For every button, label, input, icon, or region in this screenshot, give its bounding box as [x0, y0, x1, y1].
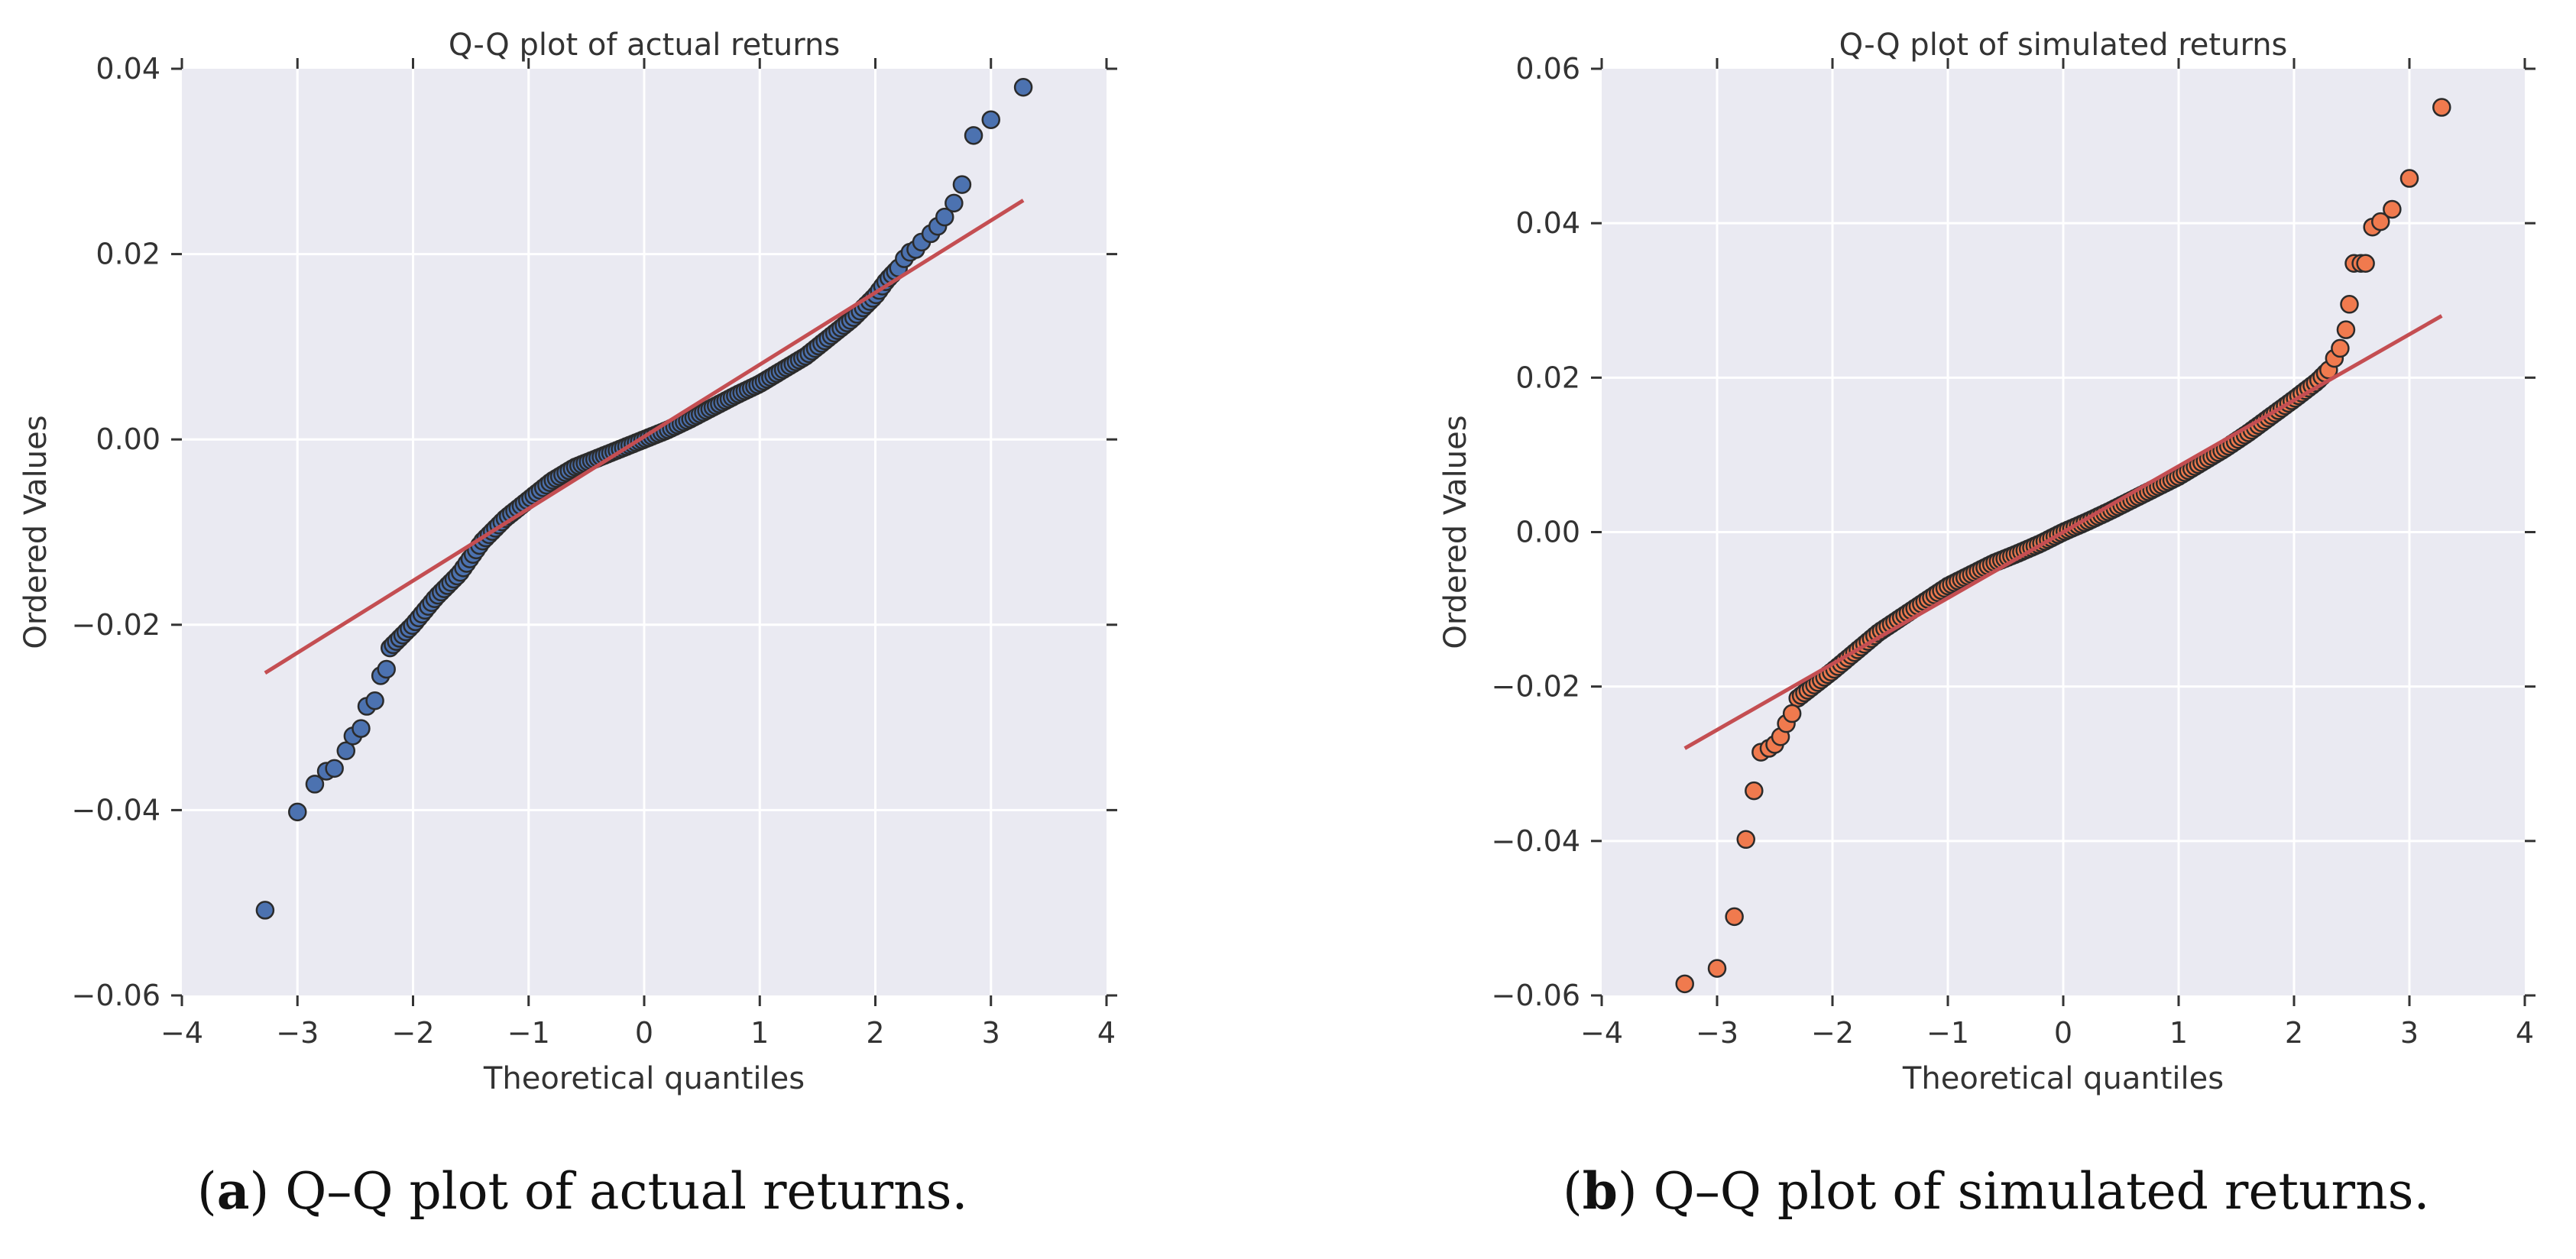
x-tick-label: 4 — [1097, 1016, 1116, 1050]
caption-a-label: a — [216, 1161, 250, 1221]
y-tick-label: −0.04 — [1492, 824, 1580, 858]
data-point-tail — [2399, 169, 2419, 188]
y-tick-label: 0.00 — [96, 422, 160, 456]
caption-b-label: b — [1582, 1161, 1618, 1221]
x-tick-label: −4 — [160, 1016, 203, 1050]
data-point-tail — [1736, 830, 1755, 850]
data-point-tail — [1782, 704, 1802, 723]
qq-plot-actual-returns: −4 −3 −2 −1 0 1 2 3 4 −0.06 −0.04 −0.02 0.00 0.02 0.04… — [18, 28, 1117, 1096]
x-tick-label: −2 — [1811, 1016, 1854, 1050]
data-point-tail — [1013, 78, 1033, 97]
data-point-tail — [305, 775, 325, 794]
x-axis-label: Theoretical quantiles — [1902, 1061, 2224, 1096]
x-tick-label: 1 — [2169, 1016, 2188, 1050]
data-point-tail — [981, 110, 1000, 129]
x-tick-label: 1 — [750, 1016, 769, 1050]
data-point-tail — [1725, 907, 1744, 927]
caption-a-text: Q–Q plot of actual returns. — [269, 1162, 968, 1221]
y-tick-label: 0.00 — [1515, 516, 1580, 549]
fit-line — [1683, 314, 2443, 750]
x-tick-label: −1 — [1926, 1016, 1969, 1050]
data-point-tail — [2336, 320, 2356, 339]
y-tick-label: −0.04 — [72, 793, 160, 827]
chart-title: Q-Q plot of actual returns — [449, 28, 840, 63]
y-axis-label: Ordered Values — [1438, 415, 1473, 649]
chart-title: Q-Q plot of simulated returns — [1839, 28, 2288, 63]
x-tick-label: 0 — [2054, 1016, 2072, 1050]
data-point-tail — [255, 901, 275, 920]
x-tick-label: 0 — [635, 1016, 653, 1050]
x-tick-label: 2 — [2285, 1016, 2303, 1050]
data-point-tail — [2432, 98, 2451, 117]
data-point-tail — [2371, 212, 2390, 231]
y-tick-label: 0.02 — [1515, 361, 1580, 394]
data-point-tail — [288, 802, 307, 822]
qq-plot-simulated-returns: −4 −3 −2 −1 0 1 2 3 4 −0.06 −0.04 −0.02 0.00 0.02 0.04… — [1438, 28, 2535, 1096]
caption-a: (a) Q–Q plot of actual returns. — [197, 1161, 968, 1221]
data-point-tail — [352, 719, 371, 738]
x-tick-label: 2 — [866, 1016, 884, 1050]
y-tick-label: −0.02 — [1492, 670, 1580, 704]
x-tick-label: 3 — [2400, 1016, 2419, 1050]
y-tick-label: −0.06 — [1492, 979, 1580, 1012]
caption-b-text: Q–Q plot of simulated returns. — [1637, 1162, 2430, 1221]
y-tick-label: −0.02 — [72, 608, 160, 642]
data-point-tail — [325, 759, 344, 778]
caption-b: (b) Q–Q plot of simulated returns. — [1563, 1161, 2430, 1221]
data-point-tail — [1675, 974, 1694, 994]
data-point-tail — [964, 126, 983, 145]
x-tick-label: −3 — [1696, 1016, 1738, 1050]
x-tick-label: 3 — [982, 1016, 1000, 1050]
data-point-tail — [1707, 959, 1727, 978]
data-point-tail — [336, 741, 356, 761]
y-tick-label: 0.02 — [96, 238, 160, 271]
data-point-tail — [365, 691, 384, 710]
data-point-tail — [952, 175, 972, 194]
y-axis-label: Ordered Values — [18, 415, 53, 649]
data-point-tail — [935, 207, 954, 227]
y-tick-label: 0.06 — [1515, 52, 1580, 86]
y-tick-label: 0.04 — [1515, 206, 1580, 240]
data-point-tail — [1745, 781, 1764, 801]
x-axis-label: Theoretical quantiles — [483, 1061, 805, 1096]
data-point-tail — [2383, 199, 2402, 219]
data-point-tail — [2340, 295, 2359, 314]
data-point-tail — [2331, 338, 2350, 358]
x-tick-label: −3 — [276, 1016, 319, 1050]
data-point-tail — [377, 659, 396, 679]
data-point-tail — [945, 193, 964, 213]
y-tick-label: 0.04 — [96, 52, 160, 86]
fit-line — [264, 199, 1025, 675]
x-tick-label: −1 — [507, 1016, 550, 1050]
data-point-tail — [2356, 254, 2375, 273]
x-tick-label: −2 — [391, 1016, 434, 1050]
x-tick-label: −4 — [1580, 1016, 1623, 1050]
y-tick-label: −0.06 — [72, 979, 160, 1012]
x-tick-label: 4 — [2516, 1016, 2534, 1050]
